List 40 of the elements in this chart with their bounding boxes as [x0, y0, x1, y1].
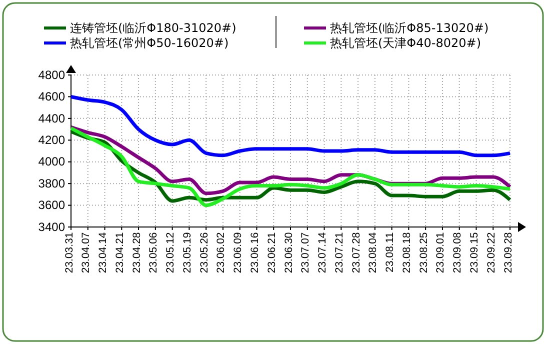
x-tick-label: 23.07.07 — [300, 232, 312, 274]
y-tick-label: 4000 — [38, 154, 66, 169]
y-tick-label: 4200 — [38, 132, 66, 147]
x-tick-label: 23.06.16 — [249, 232, 262, 274]
x-tick-label: 23.04.21 — [114, 232, 126, 274]
y-tick-label: 3400 — [38, 220, 66, 234]
x-tick-label: 23.08.18 — [400, 232, 413, 274]
y-tick-label: 3800 — [38, 176, 66, 190]
x-tick-label: 23.08.25 — [418, 232, 430, 274]
x-tick-label: 23.05.06 — [148, 232, 160, 274]
legend-label: 热轧管坯(常州Φ50-16020#) — [70, 36, 229, 50]
x-tick-label: 23.04.07 — [80, 232, 92, 274]
x-tick-label: 23.09.01 — [434, 232, 447, 274]
y-tick-label: 4400 — [38, 111, 66, 126]
x-tick-label: 23.06.02 — [215, 232, 228, 274]
x-tick-label: 23.07.21 — [333, 232, 346, 274]
x-tick-label: 23.08.11 — [384, 232, 396, 272]
x-tick-label: 23.07.28 — [350, 232, 362, 274]
x-tick-label: 23.06.09 — [232, 232, 244, 274]
x-tick-label: 23.07.14 — [316, 232, 329, 274]
x-tick-label: 23.05.12 — [164, 232, 177, 274]
y-tick-label: 4600 — [38, 90, 66, 104]
x-tick-label: 23.08.04 — [367, 232, 380, 274]
x-tick-label: 23.09.15 — [468, 232, 481, 274]
y-tick-label: 4800 — [38, 68, 66, 82]
x-tick-label: 23.03.31 — [63, 232, 76, 274]
x-tick-label: 23.06.21 — [266, 232, 278, 274]
x-tick-label: 23.06.30 — [282, 232, 295, 274]
x-tick-label: 23.09.28 — [502, 232, 514, 274]
x-tick-label: 23.04.28 — [130, 232, 143, 274]
x-tick-label: 23.09.22 — [485, 232, 498, 274]
line-series — [69, 94, 512, 158]
legend-label: 热轧管坯(天津Φ40-8020#) — [330, 36, 482, 50]
x-tick-label: 23.05.26 — [198, 232, 210, 274]
x-tick-label: 23.09.08 — [452, 232, 464, 274]
x-tick-label: 23.04.14 — [97, 232, 110, 274]
legend-label: 热轧管坯(临沂Φ85-13020#) — [330, 21, 489, 35]
x-tick-label: 23.05.19 — [181, 232, 194, 274]
y-tick-label: 3600 — [38, 198, 66, 212]
legend-label: 连铸管坯(临沂Φ180-31020#) — [70, 21, 236, 35]
